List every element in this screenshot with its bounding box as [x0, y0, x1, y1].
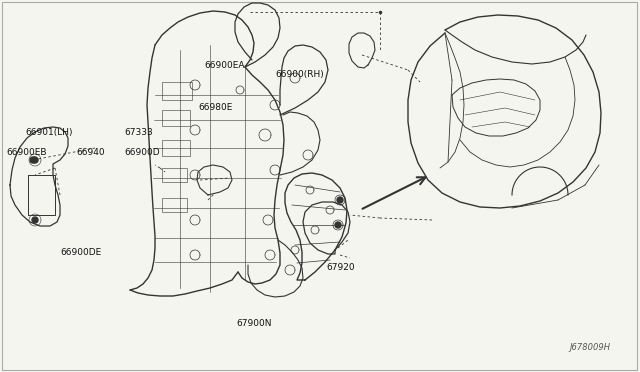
Polygon shape: [32, 217, 38, 223]
Polygon shape: [337, 197, 343, 203]
Text: 67920: 67920: [326, 263, 355, 272]
Text: 66900DE: 66900DE: [61, 248, 102, 257]
Text: 66900(RH): 66900(RH): [275, 70, 324, 79]
Bar: [162, 82, 192, 100]
Text: J678009H: J678009H: [570, 343, 611, 352]
Text: 66900D: 66900D: [125, 148, 161, 157]
Polygon shape: [335, 222, 341, 228]
Polygon shape: [30, 157, 36, 163]
Text: 66900EB: 66900EB: [6, 148, 47, 157]
Polygon shape: [32, 157, 38, 163]
Text: 67900N: 67900N: [237, 319, 272, 328]
Bar: [162, 140, 190, 156]
Text: 66901(LH): 66901(LH): [26, 128, 73, 137]
Bar: [162, 168, 187, 182]
Bar: [162, 198, 187, 212]
Text: 66940: 66940: [77, 148, 106, 157]
Text: 67333: 67333: [125, 128, 154, 137]
Bar: [162, 110, 190, 126]
Text: 66980E: 66980E: [198, 103, 233, 112]
Text: 66900EA: 66900EA: [205, 61, 245, 70]
